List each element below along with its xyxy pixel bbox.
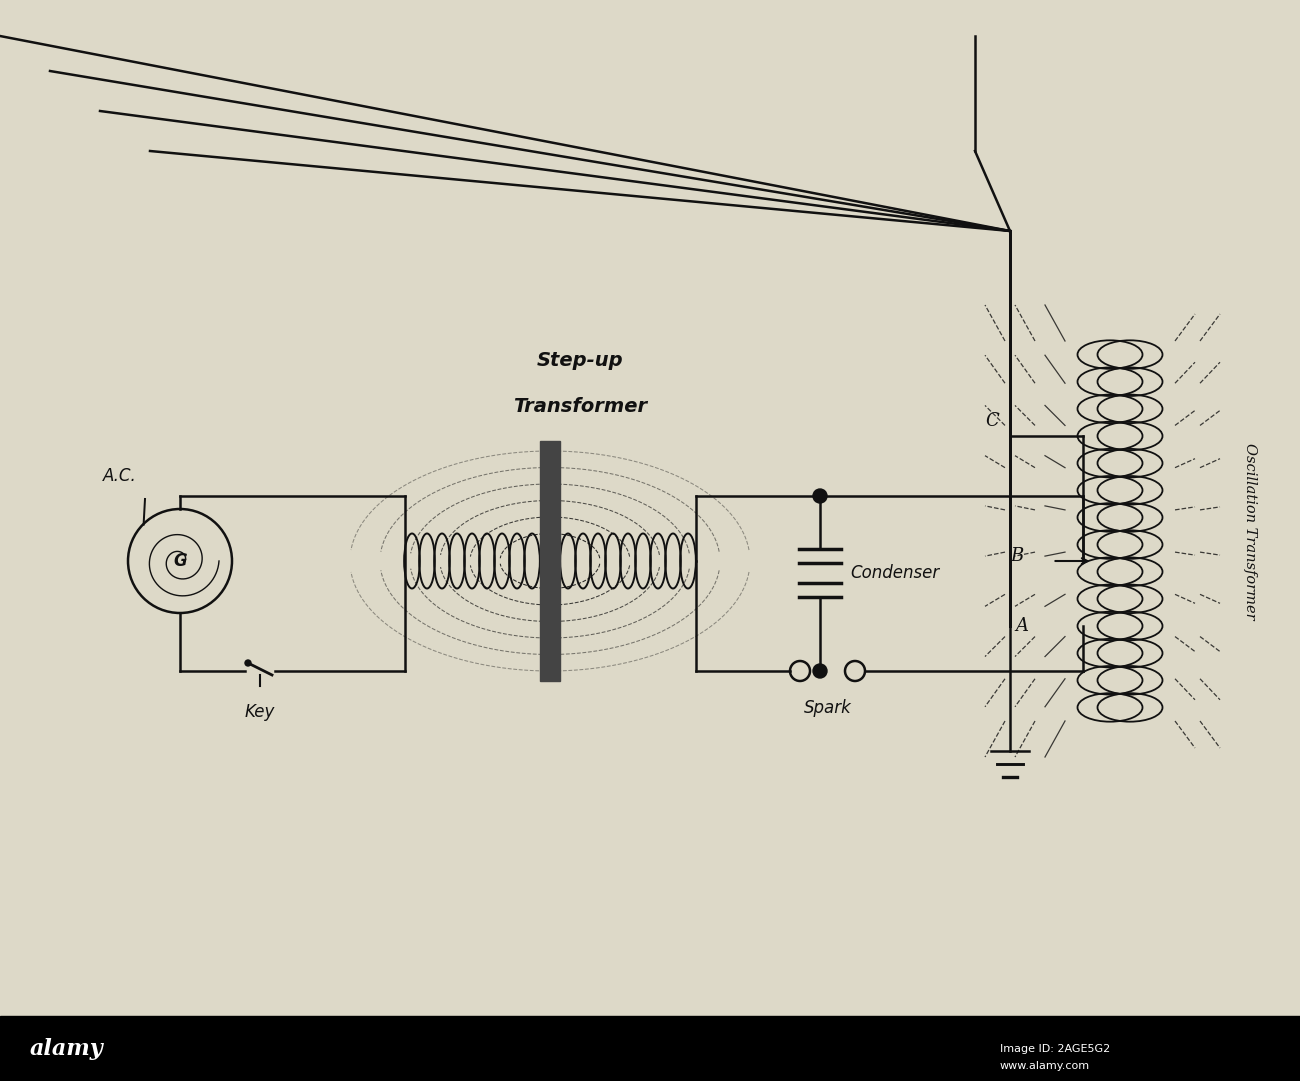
Text: Transformer: Transformer <box>514 397 647 415</box>
Text: C: C <box>985 412 998 430</box>
Text: Step-up: Step-up <box>537 351 623 371</box>
Text: Image ID: 2AGE5G2: Image ID: 2AGE5G2 <box>1000 1044 1110 1054</box>
Text: alamy: alamy <box>30 1038 104 1060</box>
Text: A: A <box>1015 617 1028 635</box>
Text: A.C.: A.C. <box>103 467 136 485</box>
Text: Spark: Spark <box>803 699 852 717</box>
Text: G: G <box>173 552 187 570</box>
Circle shape <box>244 660 251 666</box>
Bar <box>540 441 560 681</box>
Text: Key: Key <box>244 703 276 721</box>
Circle shape <box>812 489 827 503</box>
Text: Condenser: Condenser <box>850 564 939 582</box>
Text: Oscillation Transformer: Oscillation Transformer <box>1243 443 1257 619</box>
Circle shape <box>812 664 827 678</box>
Text: B: B <box>1010 547 1023 565</box>
Bar <box>0 1016 1300 1081</box>
Text: www.alamy.com: www.alamy.com <box>1000 1060 1091 1071</box>
